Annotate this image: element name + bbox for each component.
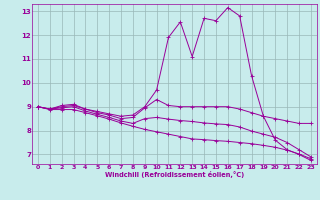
X-axis label: Windchill (Refroidissement éolien,°C): Windchill (Refroidissement éolien,°C) bbox=[105, 171, 244, 178]
